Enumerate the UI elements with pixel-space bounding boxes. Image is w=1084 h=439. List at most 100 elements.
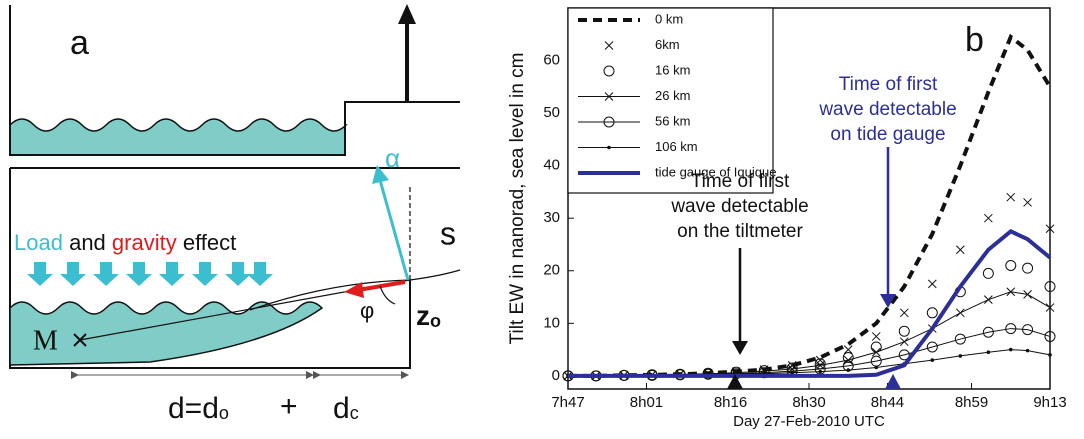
phi: φ: [360, 298, 374, 323]
water-top: [9, 118, 348, 156]
series-line: [568, 328, 1051, 377]
d-label: d=do: [168, 392, 229, 425]
legend-label: tide gauge of Iquique: [655, 164, 776, 179]
lower-frame: [9, 167, 460, 369]
marker-x: [955, 245, 965, 255]
z: z: [416, 300, 430, 331]
marker-dot: [1025, 348, 1030, 353]
z0: zo: [416, 300, 441, 331]
d-main: d=d: [168, 392, 219, 425]
marker-x: [983, 295, 993, 305]
marker-x: [899, 308, 909, 318]
y-tick-label: 50: [543, 104, 560, 121]
marker-x: [787, 360, 797, 370]
x-tick-label: 8h16: [714, 394, 747, 411]
marker-o: [898, 349, 910, 361]
marker-x: [955, 308, 965, 318]
tilt-arrow: [378, 179, 410, 281]
marker-o: [842, 351, 854, 363]
marker-x: [899, 337, 909, 347]
marker-o: [954, 333, 966, 345]
marker-x: [1006, 192, 1016, 202]
marker-x: [983, 213, 993, 223]
marker-o: [1044, 281, 1056, 293]
load-word: Load: [14, 230, 63, 255]
marker-o: [603, 65, 615, 77]
plus: +: [280, 390, 298, 423]
marker-x: [815, 360, 825, 370]
marker-o: [1022, 324, 1034, 336]
marker-x: [843, 355, 853, 365]
legend-label: 16 km: [655, 62, 690, 77]
dc-sub: c: [350, 403, 359, 423]
series-line: [568, 349, 1051, 377]
marker-x: [871, 347, 881, 357]
marker-o: [1005, 323, 1017, 335]
M-label: M: [33, 325, 58, 356]
y-tick-label: 30: [543, 209, 560, 226]
marker-dot: [930, 358, 935, 362]
water-bottom: [9, 301, 324, 366]
marker-x: [1045, 224, 1055, 234]
series-line: [568, 228, 1052, 378]
marker-o: [1044, 330, 1056, 342]
panel-label: a: [70, 24, 89, 62]
and-word: and: [69, 230, 106, 255]
marker-x: [1006, 287, 1016, 297]
y-tick-label: 10: [543, 314, 560, 331]
marker-o: [926, 341, 938, 353]
marker-dot: [818, 369, 823, 374]
marker-dot: [846, 368, 851, 372]
dc-label: dc: [333, 392, 359, 425]
marker-x: [1023, 290, 1032, 299]
marker-x: [1023, 198, 1032, 207]
top-frame: [9, 5, 460, 156]
dc-main: d: [333, 392, 350, 425]
marker-x: [843, 345, 853, 354]
y-tick-label: 20: [543, 262, 560, 279]
x-tick-label: 8h01: [630, 394, 663, 411]
y-tick-label: 60: [543, 52, 560, 69]
marker-dot: [790, 370, 794, 375]
marker-dot: [607, 145, 611, 150]
s-label: s: [440, 215, 456, 251]
series-line: [568, 33, 1052, 378]
marker-x: [604, 92, 614, 101]
legend-box: [567, 7, 774, 194]
d-sub: o: [219, 403, 229, 423]
uplift-head: [398, 4, 416, 24]
x-tick-label: 8h59: [955, 394, 988, 411]
marker-o: [982, 267, 994, 279]
annotation-line: wave detectable: [670, 196, 808, 217]
annotation-line: on the tiltmeter: [677, 221, 803, 242]
marker-o: [1005, 260, 1017, 272]
annotation-line: Time of first: [691, 171, 790, 192]
annotation-head: [732, 341, 748, 355]
effect-word: effect: [183, 230, 236, 255]
marker-dot: [1048, 353, 1052, 357]
phi-arc: [379, 285, 396, 305]
axis-triangle: [885, 374, 901, 389]
diagram: [9, 4, 461, 379]
x-axis-label: Day 27-Feb-2010 UTC: [733, 413, 885, 430]
gravity-arrow: [357, 280, 406, 292]
ground-surface: [249, 269, 461, 311]
x-tick-label: 9h13: [1033, 394, 1066, 411]
legend-label: 0 km: [655, 11, 683, 26]
series-line: [568, 291, 1051, 377]
marker-o: [926, 307, 938, 319]
marker-x: [927, 279, 937, 289]
axis-triangle: [727, 374, 743, 389]
x-tick-label: 8h30: [792, 394, 825, 411]
marker-dot: [1008, 347, 1013, 352]
marker-dot: [958, 354, 963, 358]
legend-label: 56 km: [655, 113, 690, 128]
annotation-line: wave detectable: [818, 99, 956, 120]
marker-o: [982, 326, 994, 338]
gravity-word: gravity: [112, 230, 177, 255]
marker-o: [898, 325, 910, 337]
marker-x: [871, 332, 881, 341]
y-axis-label: Tilt EW in nanorad, sea level in cm: [507, 53, 528, 345]
y-tick-label: 0: [552, 367, 560, 384]
marker-o: [1022, 262, 1034, 274]
